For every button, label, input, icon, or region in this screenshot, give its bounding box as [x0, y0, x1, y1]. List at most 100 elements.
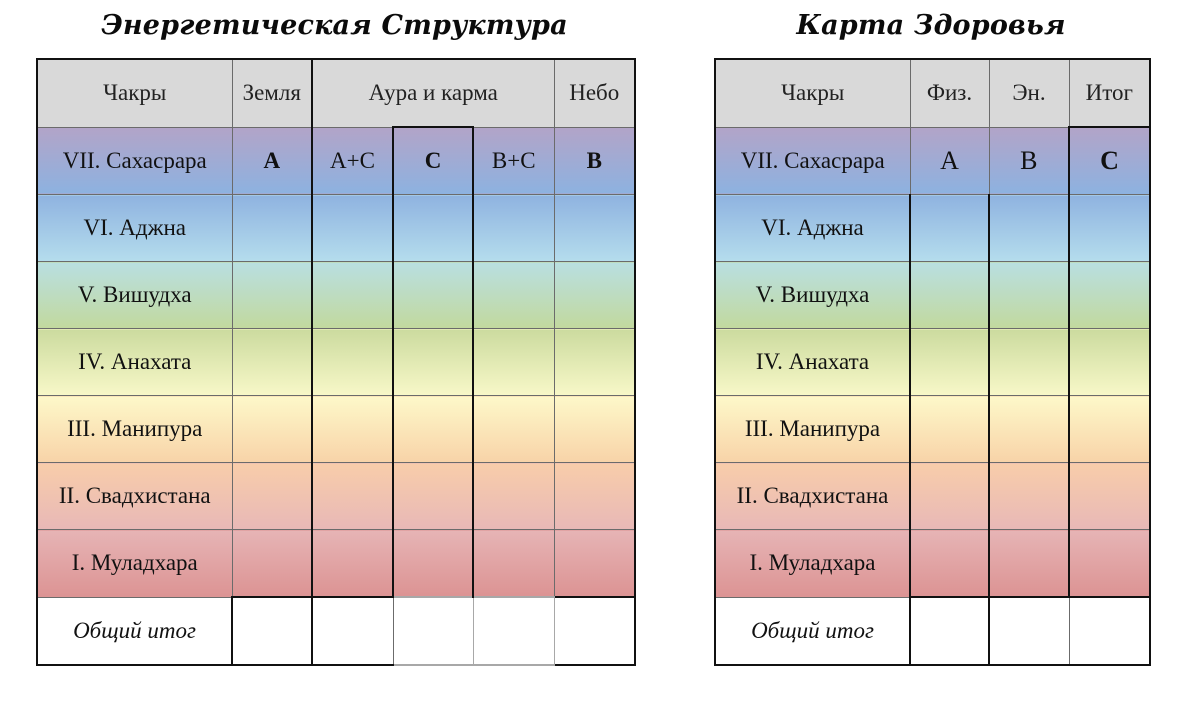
earth-cell[interactable]: [231, 328, 313, 396]
table-row: III. Манипура: [714, 395, 1151, 463]
table-row: I. Муладхара: [36, 529, 636, 598]
physical-cell[interactable]: [909, 328, 990, 396]
total-cell[interactable]: C: [1068, 126, 1151, 195]
header-energy: Эн.: [988, 58, 1070, 128]
b-plus-c-cell[interactable]: [472, 529, 555, 598]
energy-cell[interactable]: [988, 261, 1070, 329]
c-cell[interactable]: [392, 194, 474, 262]
sky-cell[interactable]: [553, 462, 636, 530]
a-plus-c-cell[interactable]: [311, 194, 394, 262]
total-cell[interactable]: [1068, 395, 1151, 463]
b-plus-c-cell[interactable]: [472, 462, 555, 530]
earth-cell[interactable]: [231, 462, 313, 530]
table-row: IV. Анахата: [36, 328, 636, 396]
earth-cell[interactable]: A: [231, 126, 313, 195]
earth-cell[interactable]: [231, 261, 313, 329]
earth-cell[interactable]: [231, 395, 313, 463]
c-cell[interactable]: C: [392, 126, 474, 195]
chakra-label: VII. Сахасрара: [36, 126, 233, 195]
physical-cell[interactable]: [909, 194, 990, 262]
total-row: Общий итог: [36, 596, 636, 666]
chakra-label: III. Манипура: [714, 395, 911, 463]
chakra-label: IV. Анахата: [36, 328, 233, 396]
earth-cell[interactable]: [231, 529, 313, 598]
total-cell[interactable]: [1068, 261, 1151, 329]
health-map-title: Карта Здоровья: [796, 10, 1066, 41]
energy-cell[interactable]: [988, 529, 1070, 598]
chakra-label: VI. Аджна: [36, 194, 233, 262]
c-cell[interactable]: [392, 462, 474, 530]
c-cell[interactable]: [392, 529, 474, 598]
total-cell[interactable]: [1068, 328, 1151, 396]
chakra-label: V. Вишудха: [714, 261, 911, 329]
header-chakras: Чакры: [36, 58, 233, 128]
header-row: Чакры Земля Аура и карма Небо: [36, 58, 636, 128]
energy-cell[interactable]: B: [988, 126, 1070, 195]
b-plus-c-cell[interactable]: [472, 194, 555, 262]
physical-cell[interactable]: [909, 395, 990, 463]
table-row: V. Вишудха: [36, 261, 636, 329]
a-plus-c-cell[interactable]: [311, 261, 394, 329]
a-plus-c-cell[interactable]: [311, 529, 394, 598]
table-row: III. Манипура: [36, 395, 636, 463]
energy-cell[interactable]: [988, 395, 1070, 463]
a-plus-c-cell[interactable]: [311, 328, 394, 396]
sky-cell[interactable]: [553, 328, 636, 396]
energy-cell[interactable]: [988, 194, 1070, 262]
sky-cell[interactable]: [553, 529, 636, 598]
b-plus-c-cell[interactable]: [472, 395, 555, 463]
chakra-label: II. Свадхистана: [36, 462, 233, 530]
health-map-table: Чакры Физ. Эн. Итог VII. Сахасрара A B C…: [714, 58, 1151, 666]
b-plus-c-total-cell[interactable]: [472, 596, 555, 666]
header-sky: Небо: [553, 58, 636, 128]
c-cell[interactable]: [392, 328, 474, 396]
chakra-label: III. Манипура: [36, 395, 233, 463]
a-plus-c-cell[interactable]: A+C: [311, 126, 394, 195]
energy-cell[interactable]: [988, 328, 1070, 396]
sky-total-cell[interactable]: [553, 596, 636, 666]
total-label: Общий итог: [36, 596, 233, 666]
a-plus-c-cell[interactable]: [311, 395, 394, 463]
chakra-label: V. Вишудха: [36, 261, 233, 329]
a-plus-c-total-cell[interactable]: [311, 596, 394, 666]
header-total: Итог: [1068, 58, 1151, 128]
header-aura-karma: Аура и карма: [311, 58, 555, 128]
physical-cell[interactable]: [909, 462, 990, 530]
table-row: VI. Аджна: [36, 194, 636, 262]
table-row-sahasrara: VII. Сахасрара A B C: [714, 126, 1151, 195]
total-cell[interactable]: [1068, 194, 1151, 262]
c-cell[interactable]: [392, 395, 474, 463]
earth-cell[interactable]: [231, 194, 313, 262]
total-cell[interactable]: [1068, 462, 1151, 530]
sky-cell[interactable]: [553, 261, 636, 329]
earth-total-cell[interactable]: [231, 596, 313, 666]
physical-total-cell[interactable]: [909, 596, 990, 666]
total-cell[interactable]: [1068, 529, 1151, 598]
c-cell[interactable]: [392, 261, 474, 329]
physical-cell[interactable]: [909, 529, 990, 598]
b-plus-c-cell[interactable]: [472, 328, 555, 396]
chakra-label: II. Свадхистана: [714, 462, 911, 530]
table-row: II. Свадхистана: [36, 462, 636, 530]
sky-cell[interactable]: B: [553, 126, 636, 195]
energy-structure-table: Чакры Земля Аура и карма Небо VII. Сахас…: [36, 58, 636, 666]
physical-cell[interactable]: A: [909, 126, 990, 195]
b-plus-c-cell[interactable]: [472, 261, 555, 329]
energy-cell[interactable]: [988, 462, 1070, 530]
chakra-label: VI. Аджна: [714, 194, 911, 262]
sky-cell[interactable]: [553, 194, 636, 262]
energy-total-cell[interactable]: [988, 596, 1070, 666]
sky-cell[interactable]: [553, 395, 636, 463]
total-total-cell[interactable]: [1068, 596, 1151, 666]
header-chakras: Чакры: [714, 58, 911, 128]
c-total-cell[interactable]: [392, 596, 474, 666]
table-row-sahasrara: VII. Сахасрара A A+C C B+C B: [36, 126, 636, 195]
b-plus-c-cell[interactable]: B+C: [472, 126, 555, 195]
chakra-label: VII. Сахасрара: [714, 126, 911, 195]
header-physical: Физ.: [909, 58, 990, 128]
header-row: Чакры Физ. Эн. Итог: [714, 58, 1151, 128]
a-plus-c-cell[interactable]: [311, 462, 394, 530]
chakra-label: IV. Анахата: [714, 328, 911, 396]
total-row: Общий итог: [714, 596, 1151, 666]
physical-cell[interactable]: [909, 261, 990, 329]
